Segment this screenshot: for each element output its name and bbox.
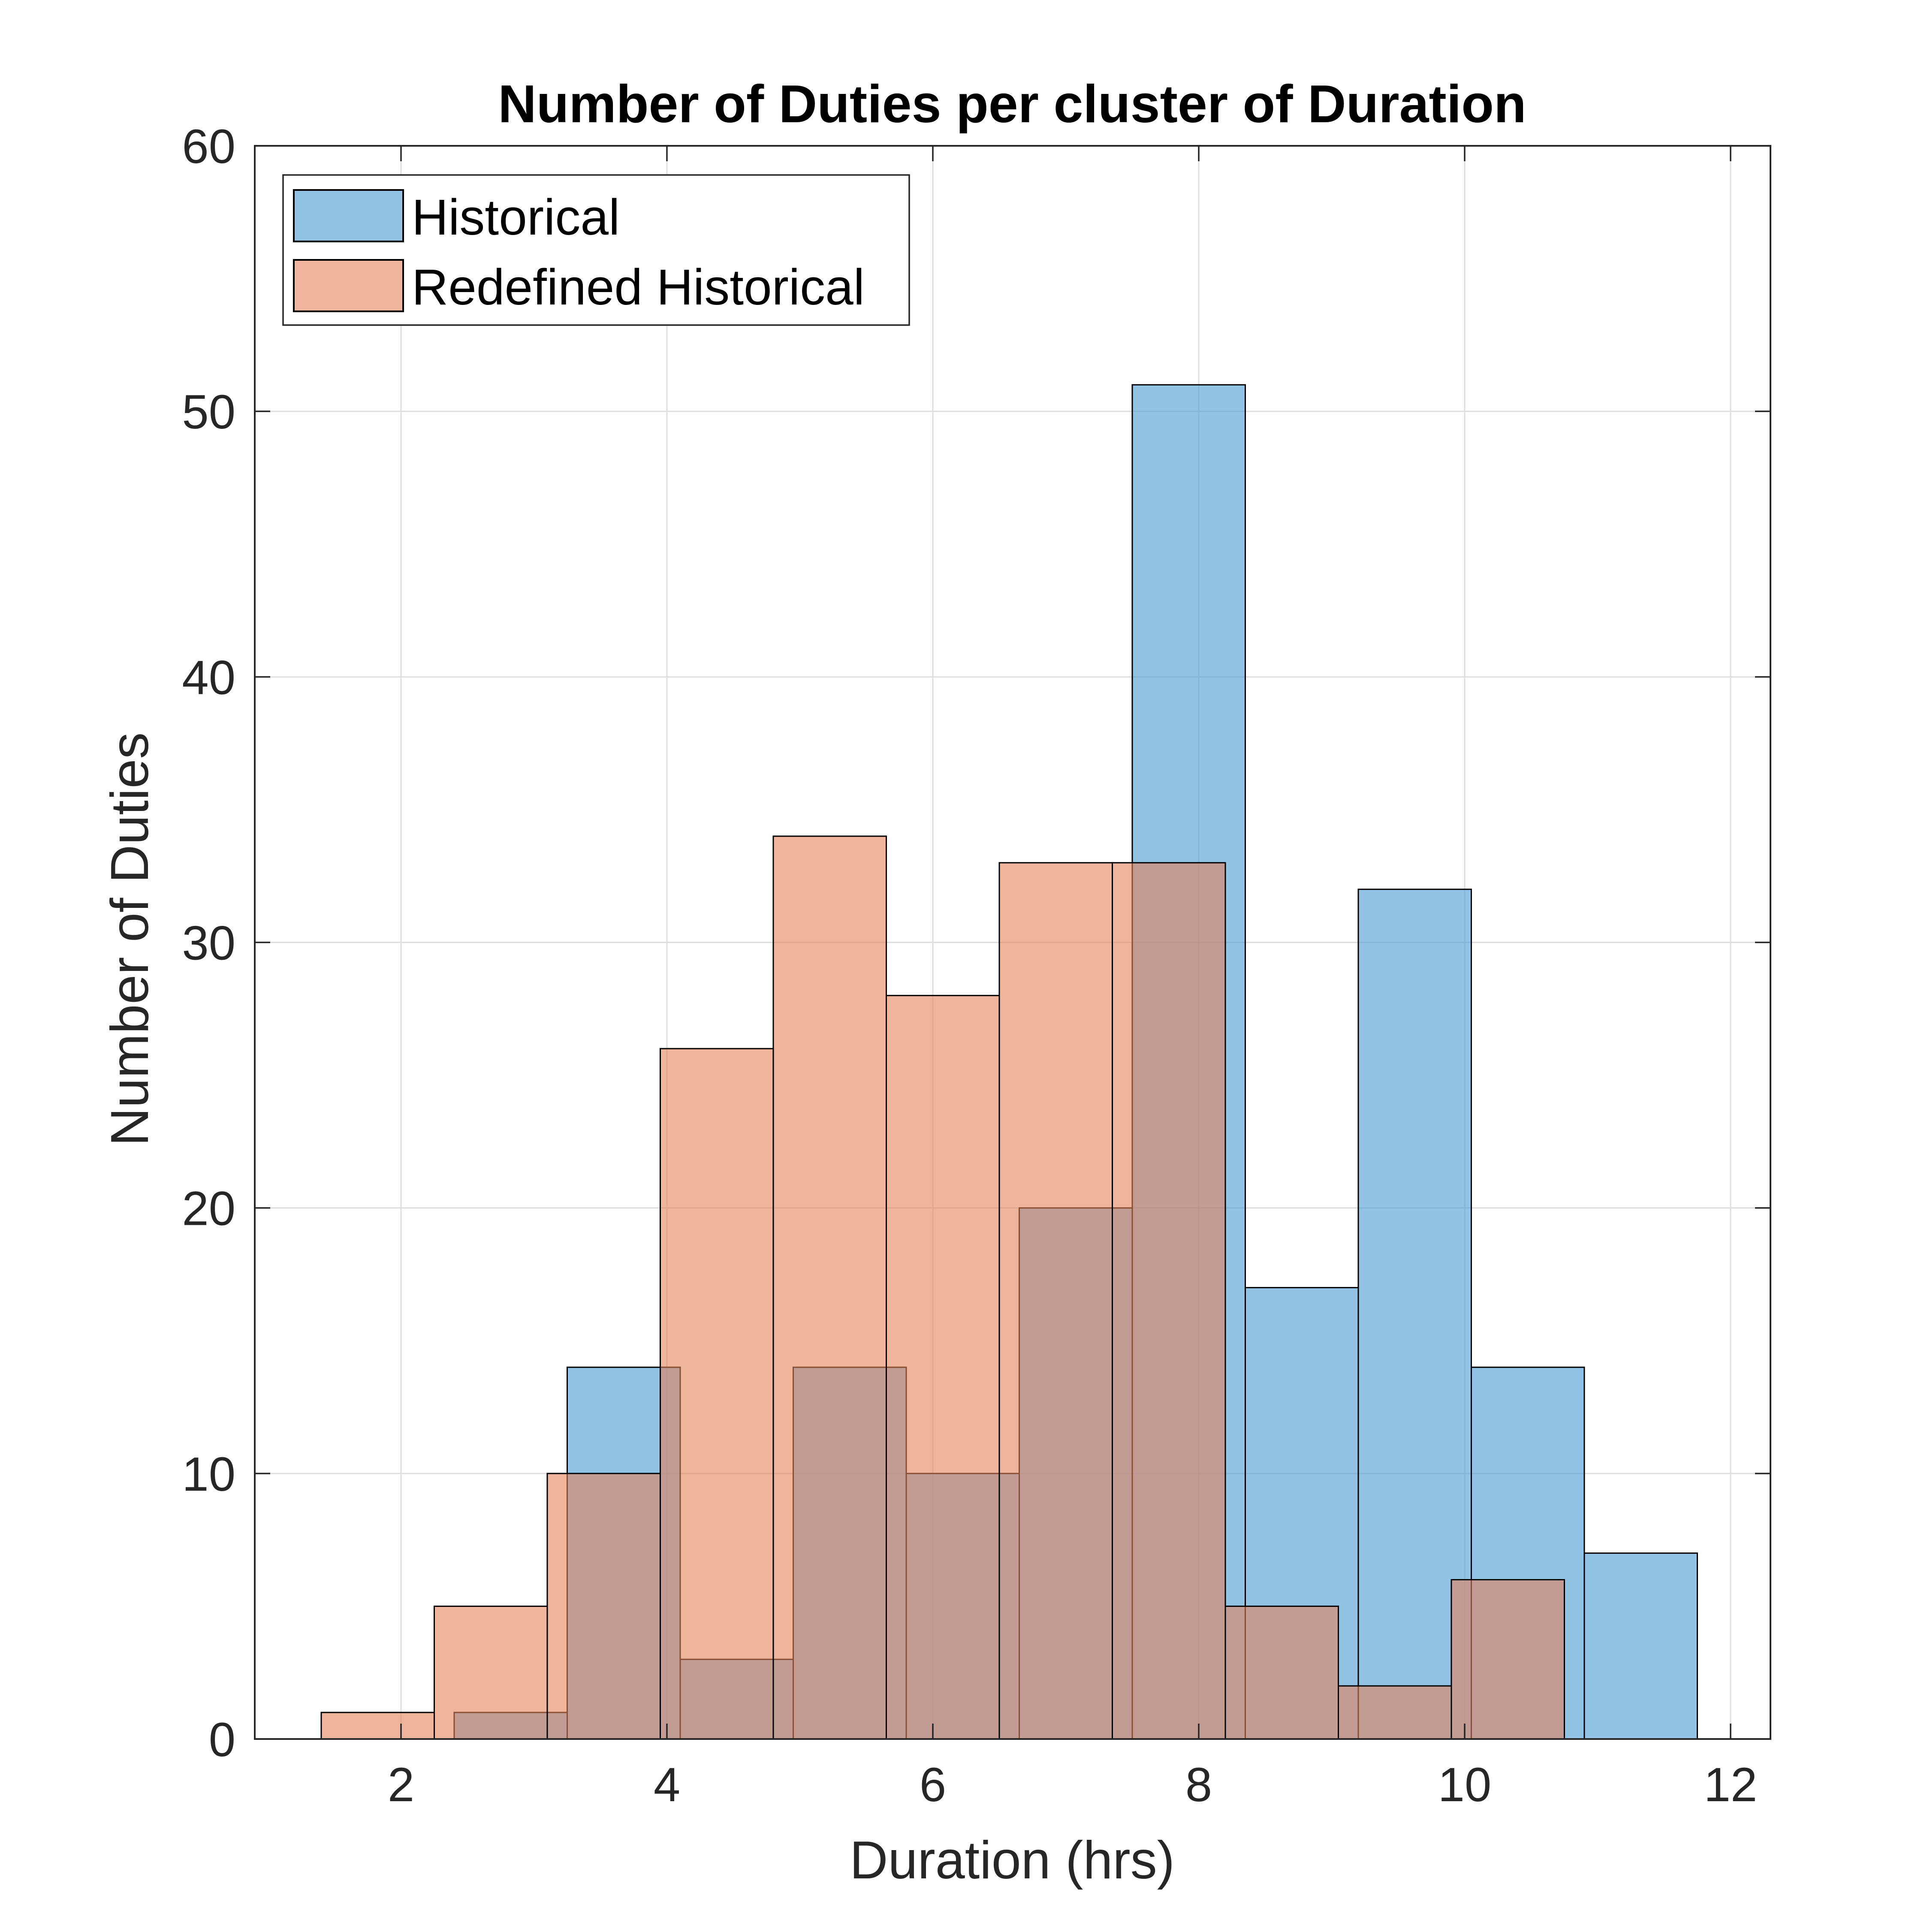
bar-redefined-historical <box>660 1048 774 1740</box>
bar-redefined-historical <box>772 835 887 1740</box>
x-tick-label: 8 <box>1185 1758 1212 1811</box>
y-tick-label: 60 <box>182 120 235 173</box>
legend-swatch-historical <box>293 189 404 242</box>
y-tick-label: 0 <box>209 1713 235 1766</box>
legend-label-redefined-historical: Redefined Historical <box>412 259 865 316</box>
legend-label-historical: Historical <box>412 189 620 246</box>
bar-redefined-historical <box>434 1605 548 1740</box>
bar-redefined-historical <box>1224 1605 1339 1740</box>
bar-redefined-historical <box>886 995 1000 1740</box>
bar-redefined-historical <box>546 1473 661 1740</box>
x-tick-label: 4 <box>654 1758 680 1811</box>
bar-redefined-historical <box>1451 1579 1565 1740</box>
bar-redefined-historical <box>320 1712 435 1740</box>
x-axis-label: Duration (hrs) <box>850 1831 1175 1890</box>
y-tick-label: 10 <box>182 1447 235 1501</box>
bar-historical <box>1583 1552 1698 1740</box>
x-tick-label: 10 <box>1438 1758 1492 1811</box>
y-tick-label: 30 <box>182 916 235 970</box>
legend: Historical Redefined Historical <box>282 174 910 326</box>
bar-redefined-historical <box>998 862 1113 1740</box>
x-tick-label: 12 <box>1704 1758 1758 1811</box>
chart-title: Number of Duties per cluster of Duration <box>498 75 1526 134</box>
y-tick-label: 50 <box>182 385 235 439</box>
y-tick-label: 20 <box>182 1182 235 1236</box>
bar-redefined-historical <box>1338 1685 1452 1740</box>
y-tick-label: 40 <box>182 651 235 704</box>
bar-redefined-historical <box>1112 862 1226 1740</box>
histogram-bars <box>320 384 1698 1740</box>
x-tick-label: 6 <box>920 1758 946 1811</box>
legend-swatch-redefined-historical <box>293 259 404 312</box>
axis-ticks: 2 4 6 8 10 12 0 10 20 30 40 50 60 <box>182 120 1770 1811</box>
y-axis-label: Number of Duties <box>100 732 160 1146</box>
x-tick-label: 2 <box>388 1758 414 1811</box>
